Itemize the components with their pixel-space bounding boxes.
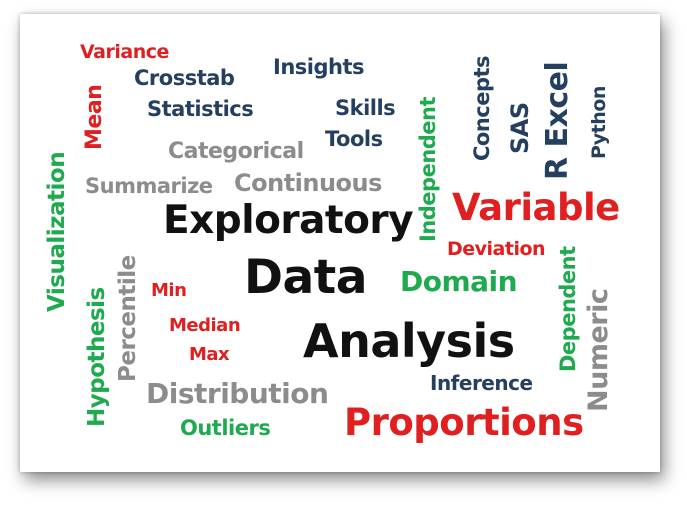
word-cloud-card: Variance Crosstab Statistics Insights Sk… — [20, 14, 660, 472]
word-statistics: Statistics — [147, 97, 254, 121]
word-concepts: Concepts — [470, 55, 494, 161]
word-python: Python — [588, 86, 610, 159]
word-continuous: Continuous — [234, 169, 382, 197]
word-r-excel: R Excel — [540, 61, 575, 180]
word-independent: Independent — [416, 96, 440, 242]
word-percentile: Percentile — [115, 255, 141, 382]
word-min: Min — [151, 280, 187, 301]
word-outliers: Outliers — [180, 416, 271, 440]
word-categorical: Categorical — [168, 139, 304, 164]
word-distribution: Distribution — [146, 377, 329, 410]
word-insights: Insights — [273, 55, 364, 79]
word-variable: Variable — [452, 186, 620, 229]
word-numeric: Numeric — [583, 288, 614, 412]
word-domain: Domain — [400, 265, 518, 298]
word-data: Data — [244, 250, 367, 305]
word-max: Max — [189, 344, 230, 365]
word-summarize: Summarize — [85, 174, 213, 198]
word-skills: Skills — [335, 96, 396, 120]
word-sas: SAS — [506, 102, 534, 154]
word-exploratory: Exploratory — [163, 198, 414, 243]
word-median: Median — [169, 315, 241, 336]
word-dependent: Dependent — [556, 246, 580, 372]
word-inference: Inference — [430, 371, 533, 395]
word-deviation: Deviation — [447, 238, 546, 260]
word-mean: Mean — [82, 84, 107, 150]
word-hypothesis: Hypothesis — [84, 287, 110, 427]
word-analysis: Analysis — [303, 314, 515, 368]
word-proportions: Proportions — [344, 401, 584, 444]
word-tools: Tools — [325, 127, 383, 151]
word-variance: Variance — [80, 41, 169, 63]
word-crosstab: Crosstab — [134, 66, 235, 90]
word-visualization: Visualization — [44, 151, 70, 312]
